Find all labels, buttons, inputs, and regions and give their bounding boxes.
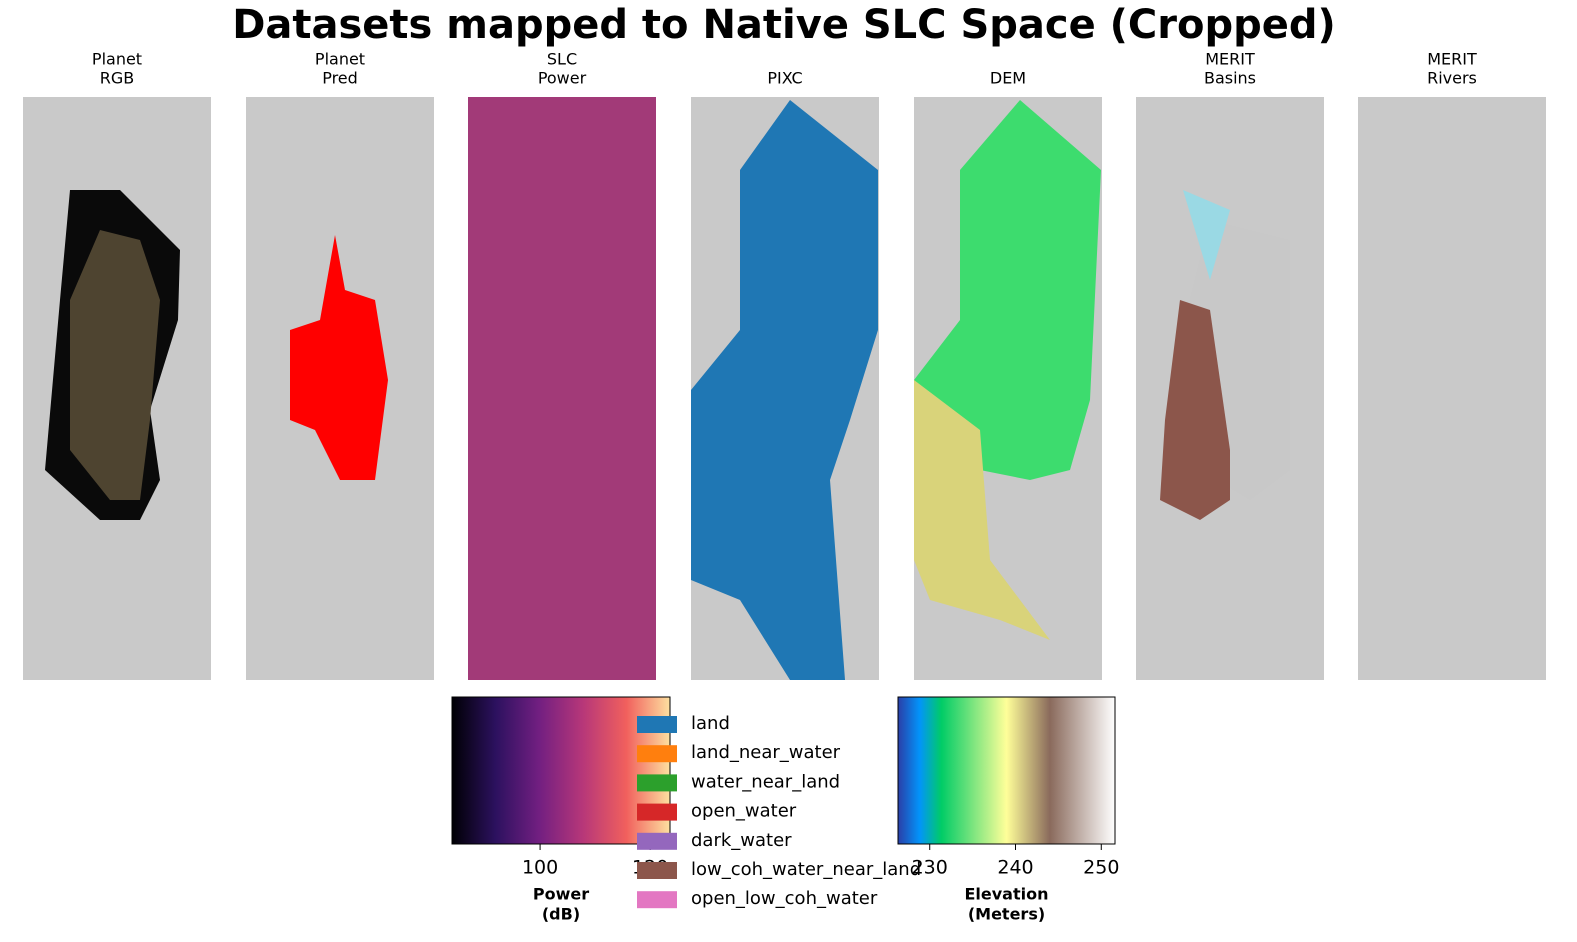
panel-overlay	[290, 235, 388, 480]
panel-title: Planet	[315, 50, 365, 69]
legend-swatch	[637, 862, 677, 879]
legend-swatch	[637, 803, 677, 821]
legend-swatch	[637, 774, 677, 792]
panel-title: MERIT	[1427, 50, 1477, 69]
panel-title: PIXC	[767, 69, 802, 88]
colorbar-label: Power	[533, 885, 589, 904]
legend-label: land	[691, 713, 730, 734]
tick-label: 240	[997, 857, 1033, 879]
legend-swatch	[637, 891, 677, 909]
panel-title: Basins	[1204, 69, 1256, 88]
legend-label: dark_water	[691, 830, 792, 851]
panel-overlay	[70, 230, 160, 500]
colorbar-label: Elevation	[964, 885, 1048, 904]
colorbar-label: (Meters)	[968, 905, 1045, 924]
legend-label: open_low_coh_water	[691, 888, 878, 909]
legend-swatch	[637, 832, 677, 850]
panel-title: Rivers	[1427, 69, 1477, 88]
legend-label: open_water	[691, 801, 797, 822]
tick-label: 250	[1083, 857, 1119, 879]
colorbar-label: (dB)	[542, 905, 580, 924]
panel-image	[468, 97, 656, 680]
panel-overlay	[1183, 190, 1230, 280]
legend-label: land_near_water	[691, 742, 841, 763]
legend-label: water_near_land	[691, 771, 840, 792]
panel-title: Power	[538, 69, 587, 88]
legend-swatch	[637, 716, 677, 733]
panel-image	[1358, 97, 1546, 680]
tick-label: 100	[522, 857, 558, 879]
tick-label: 230	[912, 857, 948, 879]
panel-overlay	[914, 380, 1050, 640]
legend-label: low_coh_water_near_land	[691, 859, 921, 880]
panel-overlay	[1160, 300, 1230, 520]
panel-title: Planet	[92, 50, 142, 69]
legend-swatch	[637, 745, 677, 763]
panel-overlay	[691, 100, 878, 680]
elevation-colorbar	[897, 696, 1116, 845]
panel-title: RGB	[100, 69, 135, 88]
panel-title: MERIT	[1205, 50, 1255, 69]
panel-title: DEM	[990, 69, 1026, 88]
panel-title: SLC	[547, 50, 577, 69]
panel-title: Pred	[322, 69, 358, 88]
power-colorbar	[451, 696, 671, 845]
figure-title: Datasets mapped to Native SLC Space (Cro…	[232, 2, 1336, 48]
